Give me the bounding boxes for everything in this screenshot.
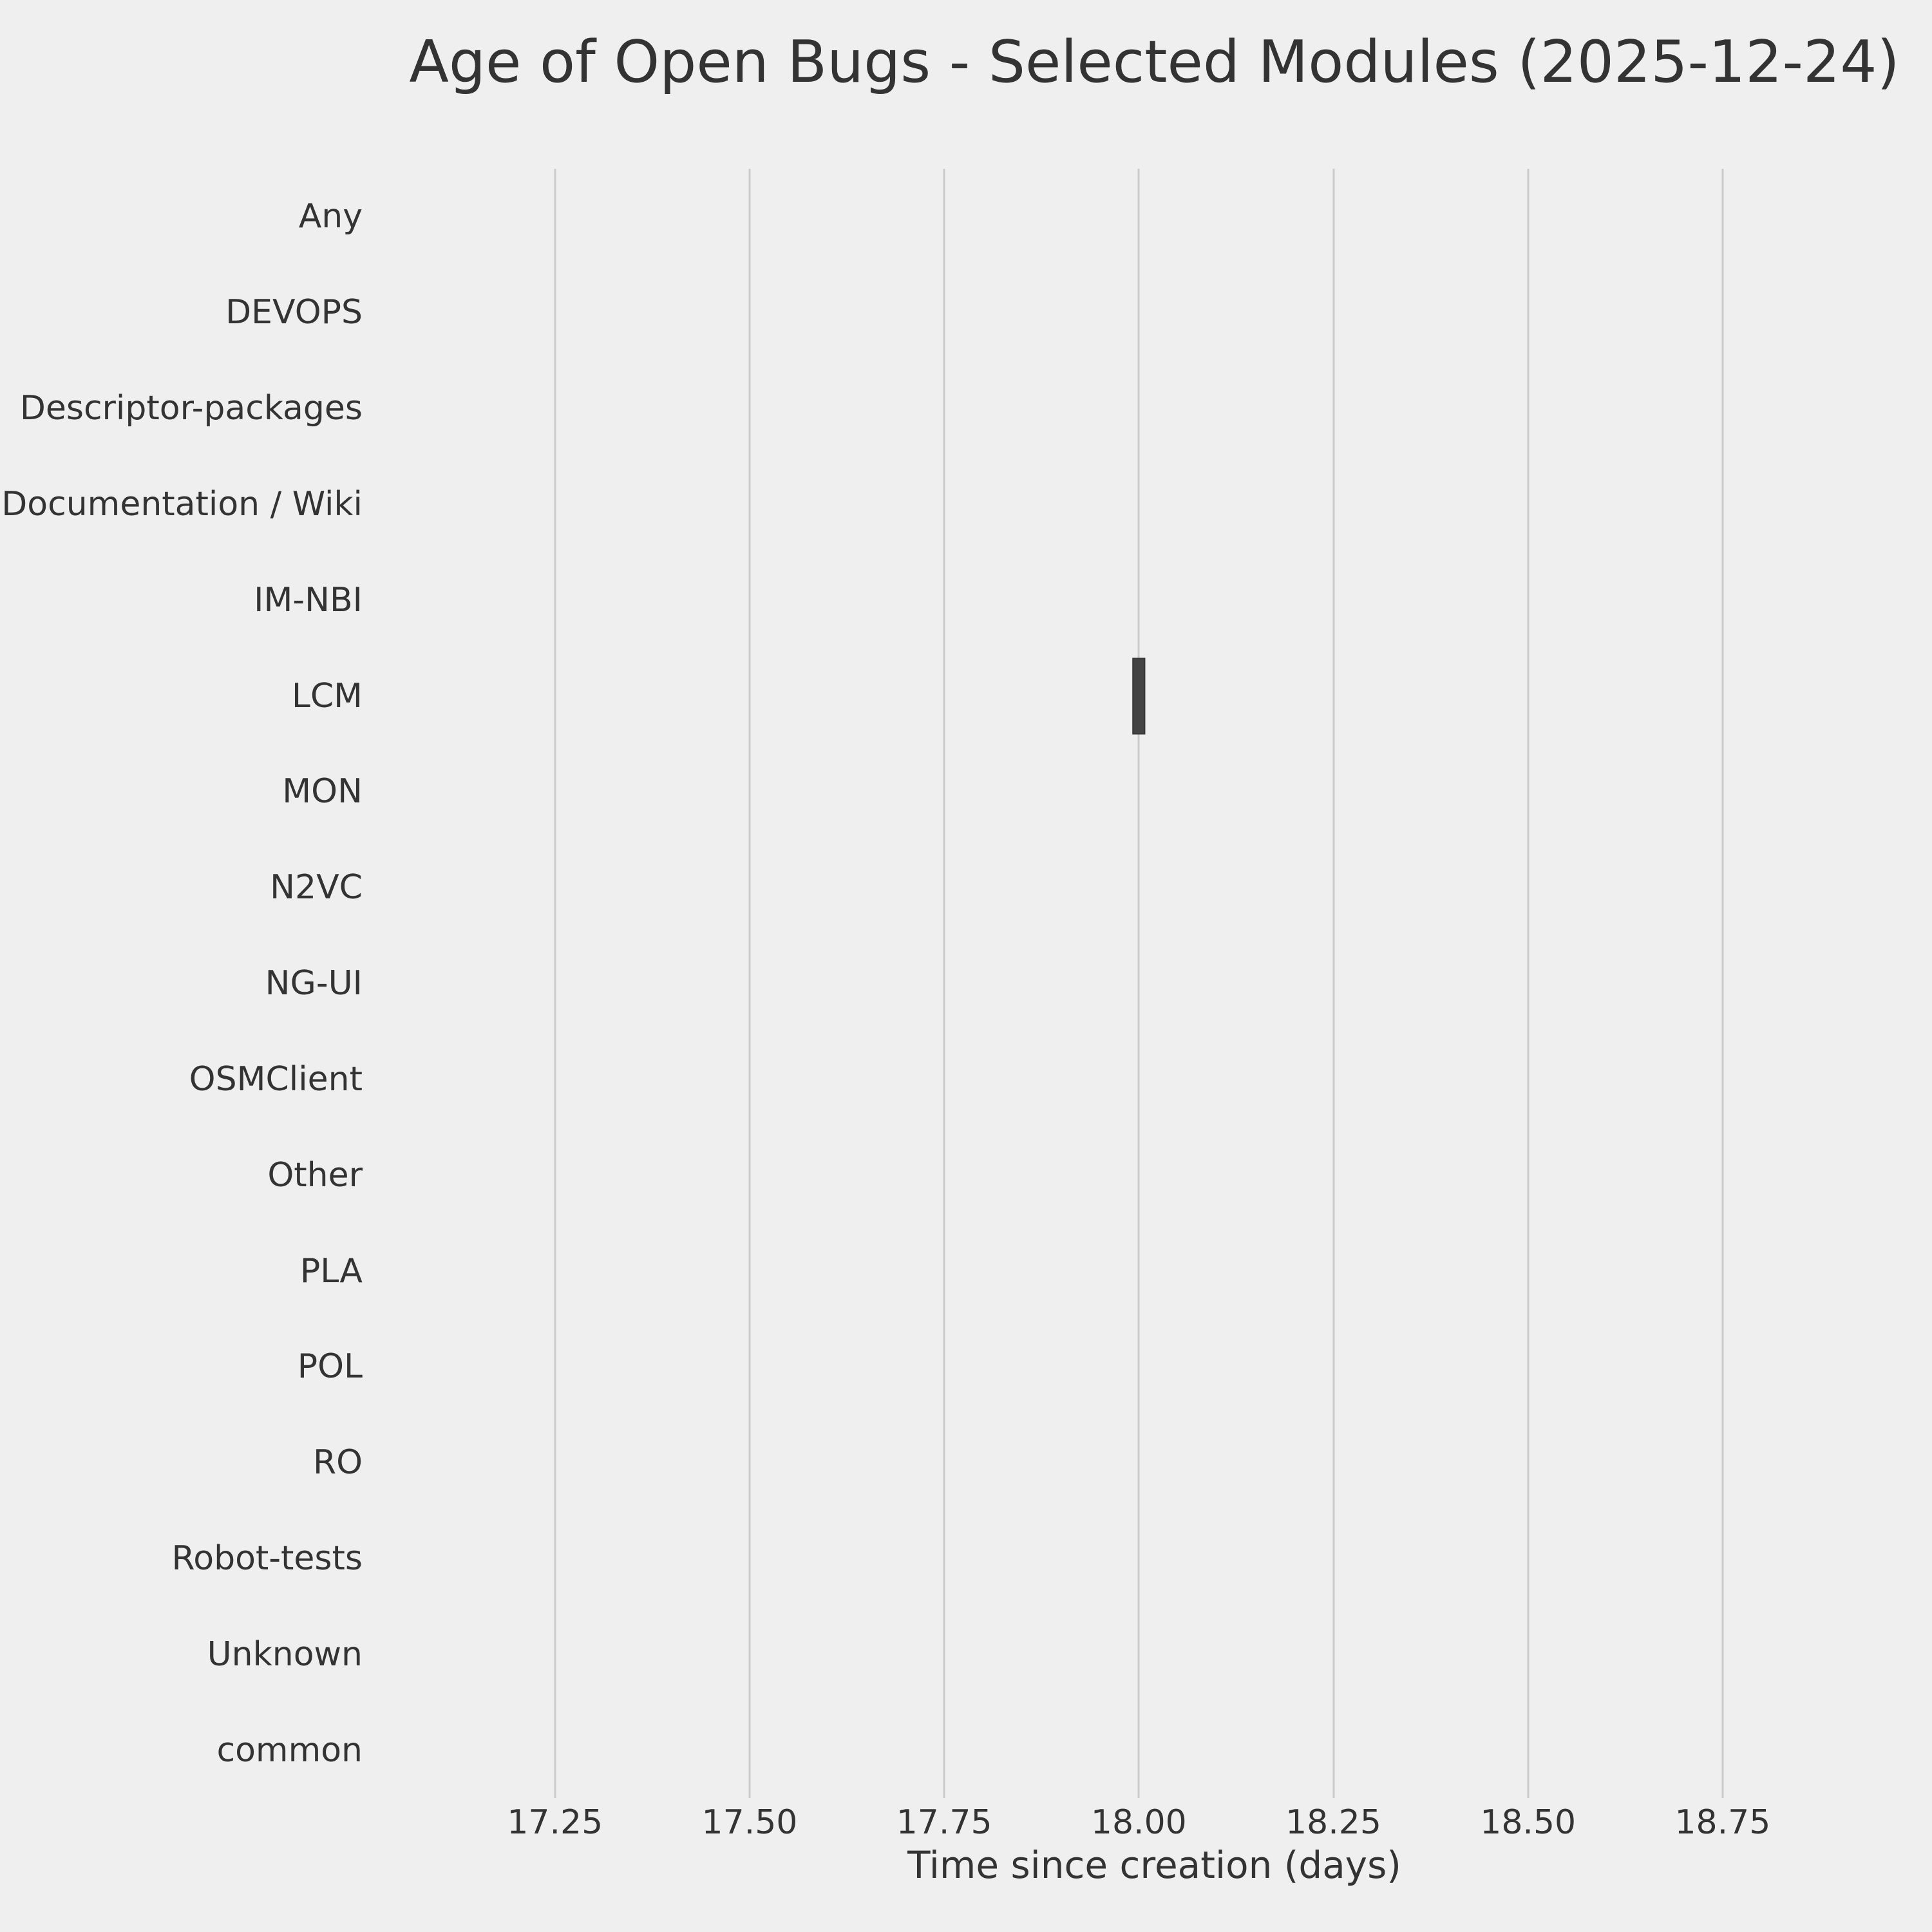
y-tick-label: NG-UI <box>265 964 363 1003</box>
y-tick-label: common <box>216 1730 363 1770</box>
y-tick-label: PLA <box>299 1251 363 1291</box>
y-tick-label: DEVOPS <box>225 293 363 332</box>
gridline <box>943 169 945 1798</box>
x-tick-label: 18.50 <box>1480 1803 1577 1842</box>
x-tick-label: 17.75 <box>896 1803 992 1842</box>
boxplot-box-lcm <box>1132 657 1145 735</box>
y-tick-label: POL <box>297 1347 363 1387</box>
x-tick-label: 18.75 <box>1674 1803 1771 1842</box>
gridline <box>554 169 556 1798</box>
y-tick-label: Descriptor-packages <box>19 389 363 428</box>
chart-title: Age of Open Bugs - Selected Modules (202… <box>409 28 1900 96</box>
gridline <box>1721 169 1724 1798</box>
x-tick-label: 17.50 <box>701 1803 798 1842</box>
y-tick-label: LCM <box>291 676 363 715</box>
x-axis-labels: 17.25 17.50 17.75 18.00 18.25 18.50 18.75 <box>399 1803 1909 1848</box>
gridline <box>1332 169 1334 1798</box>
gridline <box>748 169 751 1798</box>
x-tick-label: 18.00 <box>1090 1803 1187 1842</box>
gridline <box>1527 169 1530 1798</box>
y-tick-label: Any <box>298 197 363 236</box>
y-tick-label: RO <box>312 1443 363 1482</box>
plot-area <box>399 169 1909 1798</box>
y-tick-label: N2VC <box>270 868 363 907</box>
y-tick-label: OSMClient <box>189 1059 363 1099</box>
y-axis-labels: Any DEVOPS Descriptor-packages Documentatio… <box>0 169 363 1798</box>
y-tick-label: Documentation / Wiki <box>1 484 363 524</box>
x-axis-title: Time since creation (days) <box>907 1843 1401 1887</box>
y-tick-label: Other <box>267 1155 363 1195</box>
x-tick-label: 18.25 <box>1285 1803 1381 1842</box>
y-tick-label: IM-NBI <box>254 580 363 620</box>
gridline <box>1137 169 1140 1798</box>
y-tick-label: MON <box>282 772 363 811</box>
x-tick-label: 17.25 <box>507 1803 603 1842</box>
y-tick-label: Unknown <box>207 1634 363 1674</box>
y-tick-label: Robot-tests <box>171 1539 363 1578</box>
